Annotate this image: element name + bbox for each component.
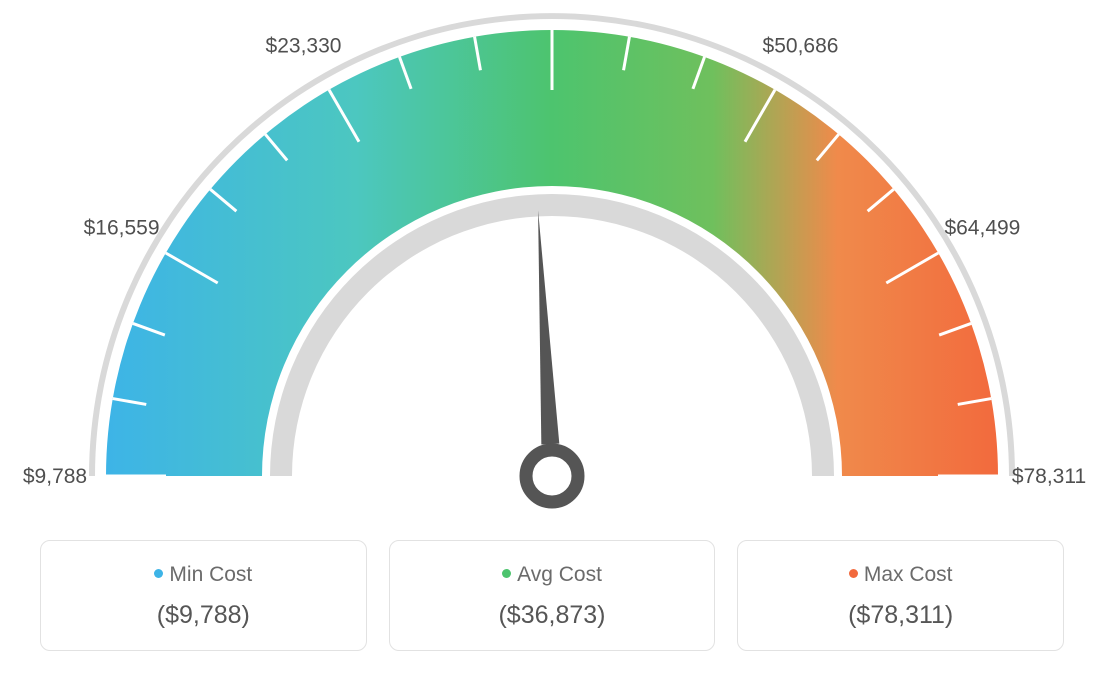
gauge-svg: $9,788$16,559$23,330$36,873$50,686$64,49… bbox=[0, 0, 1104, 530]
min-cost-title-text: Min Cost bbox=[169, 563, 252, 586]
avg-cost-card: Avg Cost ($36,873) bbox=[389, 540, 716, 651]
svg-text:$9,788: $9,788 bbox=[23, 465, 87, 488]
svg-text:$78,311: $78,311 bbox=[1012, 465, 1086, 488]
svg-text:$50,686: $50,686 bbox=[763, 35, 839, 58]
max-cost-title-text: Max Cost bbox=[864, 563, 953, 586]
avg-cost-title-text: Avg Cost bbox=[517, 563, 602, 586]
svg-text:$64,499: $64,499 bbox=[944, 217, 1020, 240]
svg-text:$23,330: $23,330 bbox=[266, 35, 342, 58]
avg-cost-title: Avg Cost bbox=[400, 563, 705, 587]
dot-icon bbox=[154, 569, 163, 578]
dot-icon bbox=[502, 569, 511, 578]
min-cost-card: Min Cost ($9,788) bbox=[40, 540, 367, 651]
max-cost-card: Max Cost ($78,311) bbox=[737, 540, 1064, 651]
max-cost-title: Max Cost bbox=[748, 563, 1053, 587]
min-cost-value: ($9,788) bbox=[51, 601, 356, 630]
avg-cost-value: ($36,873) bbox=[400, 601, 705, 630]
summary-cards: Min Cost ($9,788) Avg Cost ($36,873) Max… bbox=[0, 540, 1104, 651]
gauge-chart: $9,788$16,559$23,330$36,873$50,686$64,49… bbox=[0, 0, 1104, 530]
min-cost-title: Min Cost bbox=[51, 563, 356, 587]
svg-text:$16,559: $16,559 bbox=[84, 217, 160, 240]
dot-icon bbox=[849, 569, 858, 578]
max-cost-value: ($78,311) bbox=[748, 601, 1053, 630]
